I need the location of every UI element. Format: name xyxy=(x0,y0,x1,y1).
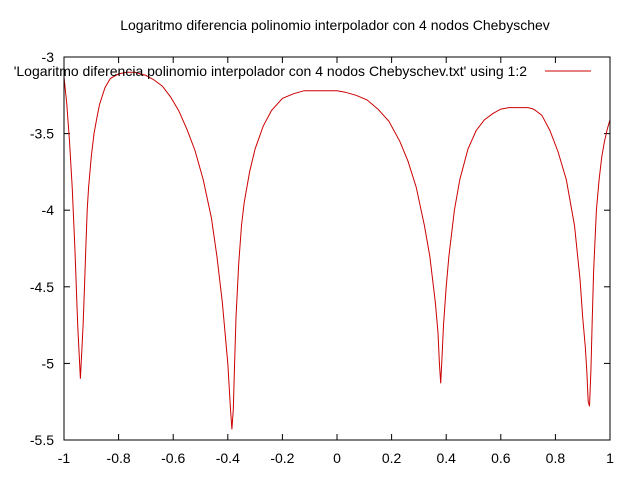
y-tick-label: -3.5 xyxy=(30,126,54,142)
y-tick-label: -5 xyxy=(42,355,55,371)
y-tick-label: -4 xyxy=(42,202,55,218)
x-tick-label: -0.2 xyxy=(270,450,294,466)
y-tick-label: -4.5 xyxy=(30,279,54,295)
x-tick-label: 1 xyxy=(606,450,614,466)
x-tick-label: 0.4 xyxy=(436,450,456,466)
chart-title: Logaritmo diferencia polinomio interpola… xyxy=(120,17,550,33)
x-tick-label: 0.6 xyxy=(491,450,511,466)
y-tick-label: -3 xyxy=(42,49,55,65)
x-tick-label: 0 xyxy=(333,450,341,466)
y-tick-label: -5.5 xyxy=(30,432,54,448)
legend: 'Logaritmo diferencia polinomio interpol… xyxy=(14,63,591,79)
x-tick-label: -1 xyxy=(58,450,71,466)
x-tick-label: -0.6 xyxy=(161,450,185,466)
legend-label: 'Logaritmo diferencia polinomio interpol… xyxy=(14,63,527,79)
series-group xyxy=(63,71,611,430)
series-line xyxy=(63,71,611,430)
x-tick-label: -0.8 xyxy=(107,450,131,466)
x-tick-label: 0.2 xyxy=(382,450,402,466)
plot-frame xyxy=(63,56,611,441)
x-tick-label: -0.4 xyxy=(216,450,240,466)
axis-ticks: -1 -0.8 -0.6 -0.4 -0.2 0 0.2 0.4 0.6 0.8 1 -5.5 -5 -4… xyxy=(30,49,614,466)
x-tick-label: 0.8 xyxy=(546,450,566,466)
